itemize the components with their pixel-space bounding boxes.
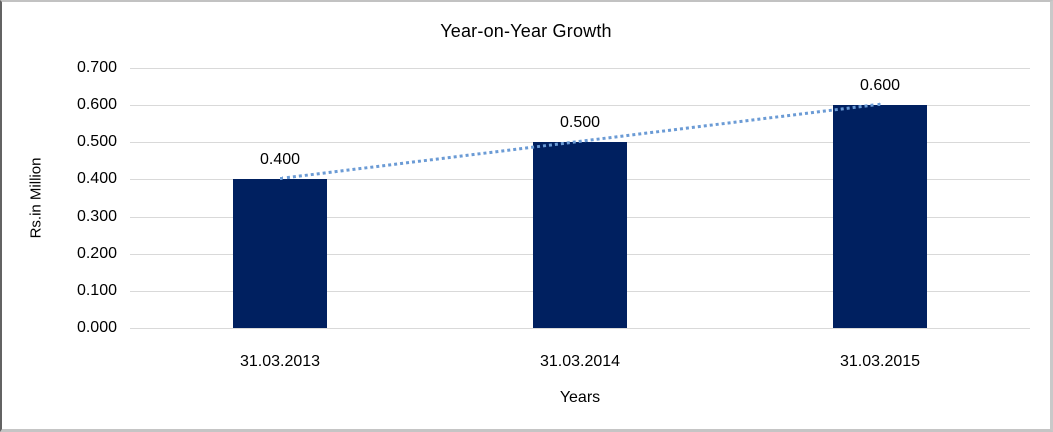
chart-title: Year-on-Year Growth xyxy=(440,21,612,41)
x-category-label: 31.03.2014 xyxy=(539,353,621,370)
gridline xyxy=(130,68,1030,69)
y-tick-label: 0.500 xyxy=(76,133,117,151)
gridline xyxy=(130,328,1030,329)
x-axis-category-labels: 31.03.2013 31.03.2014 31.03.2015 xyxy=(130,352,1030,374)
y-tick-label: 0.200 xyxy=(76,244,117,262)
y-axis-tick-labels: 0.000 0.100 0.200 0.300 0.400 0.500 0.600 0.700 xyxy=(2,59,117,348)
gridline xyxy=(130,105,1030,107)
bar xyxy=(533,142,627,328)
y-tick-label: 0.700 xyxy=(76,59,117,76)
x-category-label: 31.03.2015 xyxy=(839,353,921,370)
y-tick-label: 0.000 xyxy=(76,319,117,336)
bar xyxy=(233,179,327,328)
x-axis-title: Years xyxy=(559,389,601,406)
bar xyxy=(833,105,927,328)
y-tick-label: 0.300 xyxy=(76,207,117,225)
y-tick-label: 0.400 xyxy=(76,170,117,188)
y-tick-label: 0.600 xyxy=(76,96,117,114)
bar-data-label: 0.400 xyxy=(259,151,301,169)
plot-area: 0.400 0.500 0.600 xyxy=(130,68,1030,329)
y-tick-label: 0.100 xyxy=(76,281,117,299)
bar-data-label: 0.600 xyxy=(859,77,901,95)
bar-data-label: 0.500 xyxy=(559,114,601,132)
x-category-label: 31.03.2013 xyxy=(239,353,321,370)
